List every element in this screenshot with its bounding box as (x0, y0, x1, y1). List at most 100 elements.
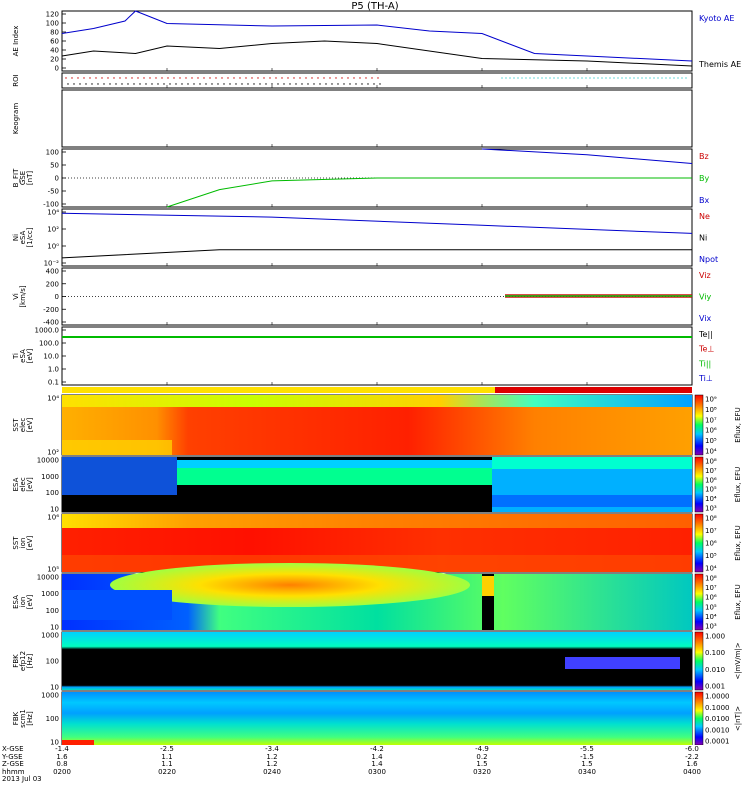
y-tick-label: 10000 (37, 457, 59, 465)
roi-marker (139, 83, 141, 85)
y-tick-label: 100.0 (39, 340, 59, 348)
roi-marker (371, 77, 373, 79)
roi-marker (681, 77, 683, 79)
y-tick-label: 120 (46, 11, 59, 19)
footer-value: 1.1 (161, 752, 173, 761)
footer-value: -3.4 (265, 745, 279, 753)
colorbar-tick: 10⁹ (705, 396, 717, 404)
y-tick-label: 80 (50, 29, 59, 37)
footer-time-column: -5.5 -1.5 1.5 0340 (567, 745, 607, 776)
footer-row-date: 2013 Jul 03 (2, 775, 42, 783)
panel-label-vi: [km/s] (19, 285, 27, 308)
roi-marker (281, 77, 283, 79)
panel-label-ti: [eV] (26, 348, 34, 363)
roi-marker (331, 83, 333, 85)
roi-marker (95, 77, 97, 79)
roi-marker (125, 77, 127, 79)
y-tick-label: 1000 (41, 590, 59, 598)
chart-title: P5 (TH-A) (351, 1, 399, 12)
roi-marker (661, 77, 663, 79)
legend-bx: Bx (699, 196, 709, 205)
panel-label-esa_i: ESA (12, 595, 20, 609)
roi-marker (73, 83, 75, 85)
roi-marker (621, 77, 623, 79)
sst-flag-bar (62, 387, 692, 393)
footer-value: 0220 (158, 767, 176, 776)
roi-marker (553, 77, 555, 79)
roi-marker (271, 83, 273, 85)
panel-label-fbk_e: efp12 (19, 651, 27, 671)
roi-marker (359, 77, 361, 79)
sst-flag-bar-red (495, 387, 692, 393)
y-tick-label: 100 (46, 607, 59, 615)
esa-electron-mid2 (177, 460, 492, 468)
roi-marker (501, 77, 503, 79)
y-tick-label: 10⁰ (47, 243, 59, 251)
colorbar-title: <|nT|> (734, 706, 742, 731)
roi-marker (83, 77, 85, 79)
roi-marker (151, 83, 153, 85)
panel-label-esa_e: ESA (12, 477, 20, 491)
colorbar-tick: 1.000 (705, 633, 725, 641)
roi-marker (313, 83, 315, 85)
roi-marker (133, 83, 135, 85)
roi-marker (211, 83, 213, 85)
colorbar-tick: 10⁷ (705, 467, 717, 475)
legend-viz: Viz (699, 271, 711, 280)
roi-marker (341, 77, 343, 79)
panel-label-ni: eSA (19, 230, 27, 244)
roi-marker (641, 77, 643, 79)
colorbar-tick: 10⁴ (705, 495, 717, 503)
roi-marker (227, 77, 229, 79)
roi-marker (353, 77, 355, 79)
panel-frame-keo (61, 89, 693, 148)
colorbar-tick: 10⁶ (705, 540, 717, 548)
panel-label-fbk_b: scm1 (19, 709, 27, 728)
panel-label-vi: Vi (12, 293, 20, 300)
roi-marker (131, 77, 133, 79)
roi-marker (589, 77, 591, 79)
panel-label-fbk_e: FBK (12, 654, 20, 668)
roi-marker (145, 83, 147, 85)
roi-marker (221, 77, 223, 79)
panel-label-sst_i: ion (19, 538, 27, 549)
roi-marker (157, 83, 159, 85)
roi-marker (337, 83, 339, 85)
colorbar-tick: 0.0100 (705, 715, 730, 723)
orbit-footer: X-GSE Y-GSE Z-GSE hhmm 2013 Jul 03 (2, 745, 42, 784)
series-bx (481, 148, 693, 164)
footer-value: -1.4 (55, 745, 69, 753)
colorbar-tick: 10⁴ (705, 565, 717, 573)
panel-frame-ti (61, 326, 693, 386)
colorbar-tick: 10³ (705, 623, 717, 631)
roi-marker (119, 77, 121, 79)
roi-marker (349, 83, 351, 85)
roi-marker (625, 77, 627, 79)
roi-marker (649, 77, 651, 79)
y-tick-label: 50 (50, 162, 59, 170)
roi-marker (289, 83, 291, 85)
roi-marker (593, 77, 595, 79)
esa-electron-late-top (492, 457, 692, 469)
roi-marker (617, 77, 619, 79)
roi-marker (367, 83, 369, 85)
roi-marker (311, 77, 313, 79)
roi-marker (245, 77, 247, 79)
roi-marker (301, 83, 303, 85)
roi-marker (259, 83, 261, 85)
roi-marker (545, 77, 547, 79)
roi-marker (573, 77, 575, 79)
roi-marker (101, 77, 103, 79)
roi-marker (67, 83, 69, 85)
colorbar-tick: 10⁷ (705, 416, 717, 424)
colorbar-tick: 10⁶ (705, 476, 717, 484)
legend-by: By (699, 174, 709, 183)
roi-marker (223, 83, 225, 85)
esa-ion-low-blue (62, 590, 172, 620)
colorbar-title: Eflux, EFU (734, 467, 742, 502)
colorbar-tick: 10⁷ (705, 527, 717, 535)
sst-electron-lowE-band (62, 440, 172, 455)
footer-value: 0.2 (476, 752, 488, 761)
roi-marker (287, 77, 289, 79)
